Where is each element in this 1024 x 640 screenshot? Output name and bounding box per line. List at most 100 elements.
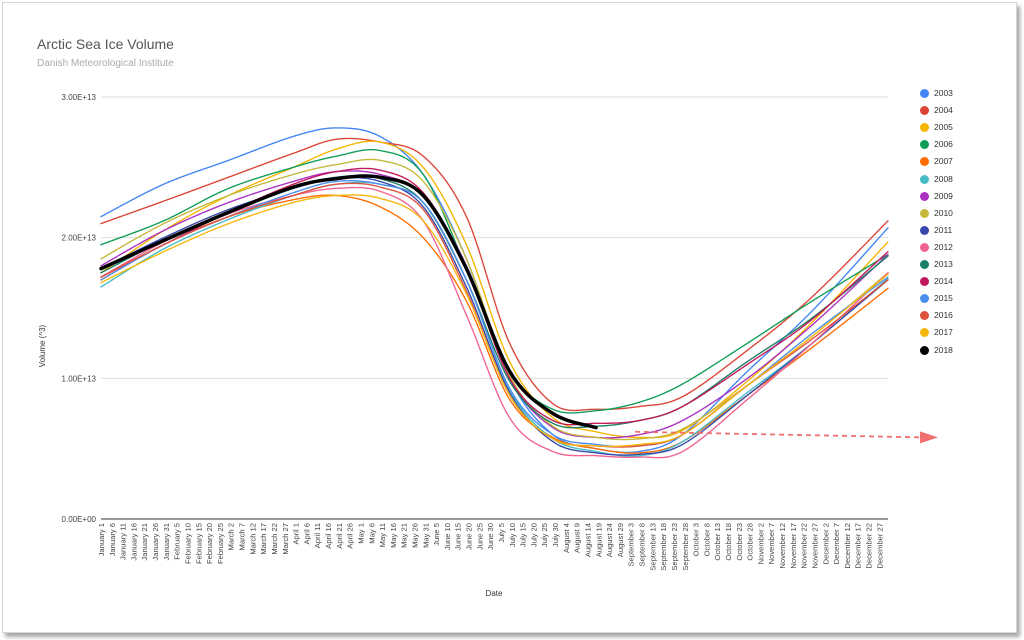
x-tick-label: December 22 [865, 523, 874, 569]
legend-swatch [920, 277, 929, 287]
legend-label: 2013 [934, 259, 953, 269]
x-tick-label: April 26 [346, 523, 355, 549]
legend-swatch [920, 208, 929, 218]
x-tick-label: August 24 [605, 523, 614, 557]
x-axis: January 1 January 6 January 11 January 16 Ja… [97, 523, 884, 571]
x-tick-label: February 5 [173, 523, 182, 560]
legend-label: 2016 [934, 310, 953, 321]
chart-card [2, 2, 1017, 633]
legend-label: 2011 [934, 224, 953, 235]
series-lines [99, 127, 889, 459]
x-tick-label: January 21 [140, 523, 149, 561]
x-tick-label: May 26 [411, 523, 420, 548]
legend-swatch [920, 123, 929, 133]
legend-swatch [920, 242, 929, 252]
legend-label: 2006 [934, 139, 953, 150]
legend-swatch [920, 260, 929, 269]
grid-lines [101, 96, 888, 520]
legend-label: 2003 [934, 88, 953, 98]
series-line-2009 [100, 170, 889, 439]
legend-label: 2012 [934, 241, 953, 252]
dashed-arrow-line [635, 430, 925, 439]
series-line-2008 [100, 181, 889, 457]
x-tick-label: March 12 [248, 523, 257, 555]
legend-label: 2014 [934, 276, 953, 287]
x-tick-label: October 18 [724, 523, 733, 561]
x-tick-label: July 5 [497, 523, 506, 543]
x-tick-label: March 2 [227, 523, 236, 550]
x-tick-label: October 28 [746, 523, 755, 561]
legend-swatch [920, 345, 929, 355]
series-line-2017 [100, 194, 889, 448]
x-tick-label: May 11 [378, 523, 387, 547]
x-tick-label: May 16 [389, 523, 398, 548]
legend-label: 2017 [934, 327, 953, 338]
legend-label: 2018 [934, 344, 953, 355]
x-tick-label: August 4 [562, 523, 571, 553]
x-tick-label: March 27 [281, 523, 290, 555]
x-tick-label: October 8 [702, 523, 711, 556]
legend-label: 2010 [934, 207, 953, 218]
series-line-2006 [100, 148, 889, 414]
legend-swatch [920, 89, 929, 98]
y-tick-label: 2.00E+13 [62, 234, 97, 243]
x-tick-label: July 10 [508, 523, 517, 547]
x-tick-label: December 7 [832, 523, 841, 564]
x-tick-label: April 21 [335, 523, 344, 549]
y-tick-label: 3.00E+13 [62, 93, 97, 102]
x-tick-label: January 26 [151, 523, 160, 561]
x-tick-label: September 8 [638, 523, 647, 566]
series-line-2005 [100, 140, 889, 439]
legend-label: 2004 [934, 105, 953, 116]
x-tick-label: August 9 [573, 523, 582, 553]
legend-swatch [920, 328, 929, 338]
x-tick-label: November 12 [778, 523, 787, 569]
x-tick-label: September 28 [681, 523, 690, 571]
x-tick-label: February 10 [183, 523, 192, 564]
x-tick-label: January 6 [108, 523, 117, 556]
x-tick-label: December 12 [843, 523, 852, 569]
arrow-head-icon [920, 431, 938, 444]
x-tick-label: April 11 [313, 523, 322, 548]
y-axis: 0.00E+00 1.00E+13 2.00E+13 3.00E+13 [62, 93, 97, 524]
x-tick-label: November 7 [767, 523, 776, 564]
x-tick-label: April 1 [292, 523, 301, 545]
x-tick-label: April 16 [324, 523, 333, 549]
x-tick-label: July 30 [551, 523, 560, 547]
x-tick-label: December 17 [854, 523, 863, 569]
x-tick-label: November 17 [789, 523, 798, 569]
x-tick-label: May 31 [421, 523, 430, 548]
x-tick-label: June 10 [443, 523, 452, 550]
x-tick-label: November 22 [800, 523, 809, 569]
legend-label: 2007 [934, 156, 953, 167]
x-tick-label: November 27 [810, 523, 819, 569]
x-tick-label: July 15 [519, 523, 528, 547]
legend-swatch [920, 140, 929, 150]
legend-swatch [920, 294, 929, 304]
legend-swatch [920, 106, 929, 116]
legend-swatch [920, 311, 929, 321]
x-tick-label: March 7 [238, 523, 247, 550]
legend-label: 2008 [934, 173, 953, 184]
x-tick-label: August 29 [616, 523, 625, 557]
x-tick-label: June 15 [454, 523, 463, 550]
x-tick-label: December 27 [875, 523, 884, 569]
series-line-2003 [100, 127, 889, 454]
x-tick-label: June 25 [475, 523, 484, 550]
x-tick-label: October 13 [713, 523, 722, 561]
y-tick-label: 0.00E+00 [62, 515, 97, 524]
x-tick-label: November 2 [756, 523, 765, 564]
x-tick-label: April 6 [302, 523, 311, 545]
x-tick-label: May 1 [356, 523, 365, 544]
legend-swatch [920, 157, 929, 167]
x-tick-label: February 25 [216, 523, 225, 564]
x-tick-label: July 20 [529, 523, 538, 547]
y-axis-title: Volume (^3) [38, 324, 47, 367]
x-tick-label: January 1 [97, 523, 106, 556]
x-tick-label: February 20 [205, 523, 214, 564]
x-tick-label: May 6 [367, 523, 376, 544]
x-axis-title: Date [486, 589, 503, 598]
x-tick-label: February 15 [194, 523, 203, 564]
x-tick-label: September 13 [648, 523, 657, 571]
